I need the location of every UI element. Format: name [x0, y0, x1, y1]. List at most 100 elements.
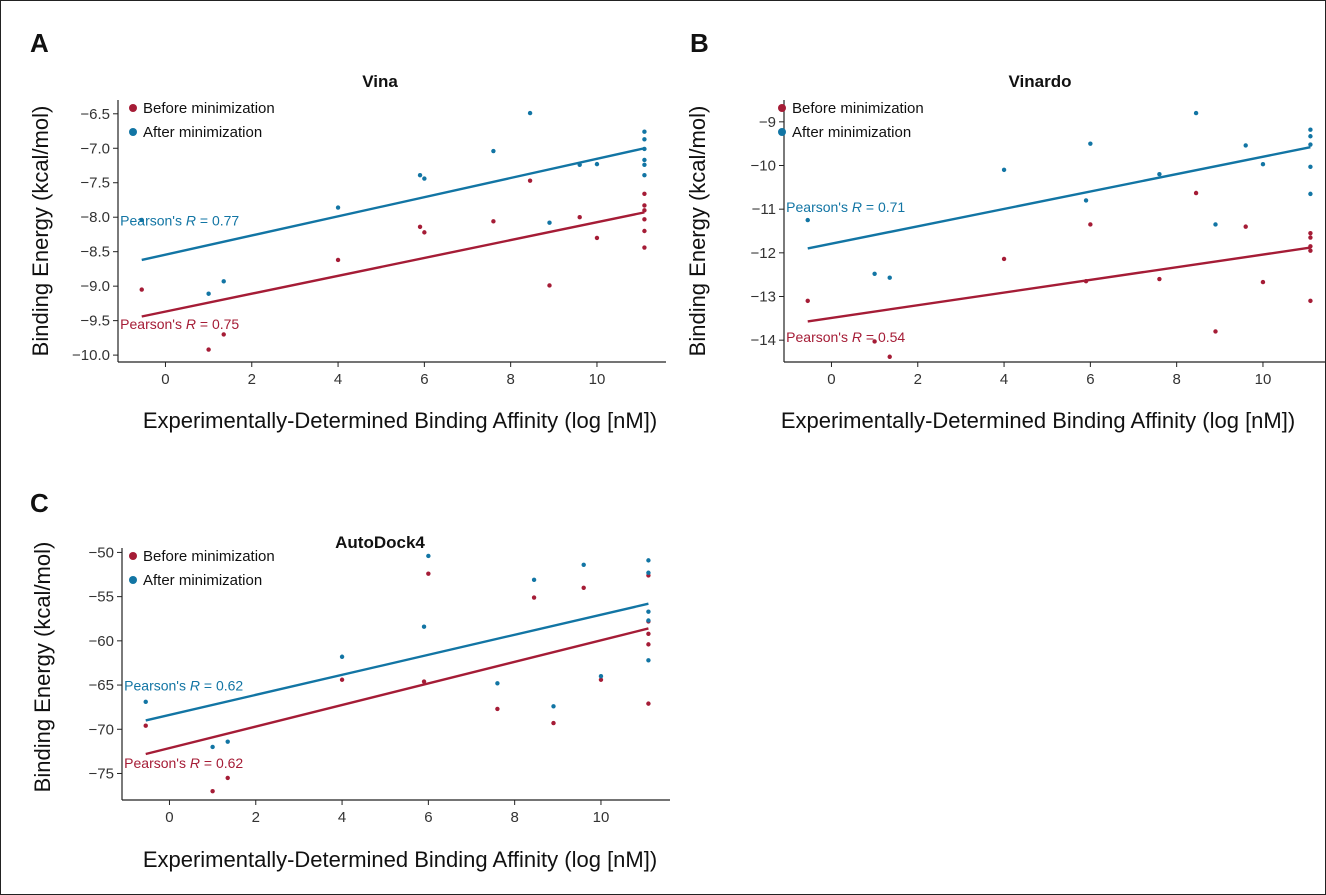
panel-b-after-point — [1308, 127, 1313, 132]
panel-a-after-point — [491, 148, 496, 154]
panel-b-before-point — [872, 339, 877, 344]
panel-c-before-point — [646, 701, 651, 706]
panel-a-y-tick-label: −8.0 — [80, 209, 110, 226]
panel-a-before-point — [577, 215, 582, 220]
panel-b-legend-before-label: Before minimization — [792, 100, 924, 117]
panel-b-after-point — [872, 271, 877, 276]
panel-a-before-point — [335, 257, 341, 263]
panel-a-before-point — [221, 332, 226, 337]
panel-a-before-point — [139, 287, 144, 292]
panel-c-y-tick-label: −75 — [89, 765, 114, 782]
panel-a-before-point — [491, 219, 496, 224]
panel-c-before-point — [210, 788, 215, 794]
panel-c-after-pearson-label: Pearson's R = 0.62 — [124, 677, 243, 693]
panel-b-before-point — [1088, 222, 1093, 227]
panel-c-after-point — [426, 553, 431, 559]
panel-c-before-fit-line — [145, 627, 649, 756]
panel-b-after-point — [805, 217, 810, 223]
panel-c-before-pearson-r: R — [190, 755, 200, 771]
panel-b-legend: Before minimization After minimization — [778, 100, 924, 141]
panel-c-y-tick-label: −50 — [89, 544, 114, 561]
panel-c-before-point — [421, 679, 427, 684]
panel-b-before-point — [805, 298, 810, 304]
panel-c-before-pearson-label: Pearson's R = 0.62 — [124, 755, 243, 771]
panel-c-x-axis-label: Experimentally-Determined Binding Affini… — [143, 847, 657, 872]
panel-b-y-tick-label: −11 — [752, 201, 776, 218]
panel-b-before-pearson-label: Pearson's R = 0.54 — [786, 329, 905, 345]
panel-c-x-tick-label: 10 — [593, 809, 610, 826]
panel-b-before-point — [1308, 230, 1313, 236]
panel-a-after-pearson-prefix: Pearson's — [120, 212, 186, 228]
panel-a-x-tick-label: 6 — [420, 371, 428, 388]
panel-c-legend-after-label: After minimization — [143, 572, 262, 589]
panel-a-after-point — [547, 220, 552, 225]
panel-b-legend-before-marker — [778, 104, 786, 112]
panel-c-letter: C — [30, 488, 49, 518]
panel-a: A Vina −6.5 −7.0 −7.5 −8.0 −8.5 −9.0 −9.5 −10.0 0 2… — [28, 28, 666, 433]
panel-a-after-point — [139, 217, 144, 223]
panel-c-y-tick-label: −65 — [89, 677, 114, 694]
panel-c-before-point — [646, 642, 651, 647]
panel-c-x-tick-label: 0 — [165, 809, 173, 826]
panel-c-before-point — [531, 595, 537, 600]
panel-c-after-point — [646, 618, 651, 623]
panel-c-before-point — [581, 585, 586, 590]
panel-a-legend-before-label: Before minimization — [143, 100, 275, 117]
panel-c-after-point — [646, 558, 651, 563]
panel-b-x-tick-label: 10 — [1255, 371, 1272, 388]
panel-c-before-point — [426, 571, 431, 576]
panel-b-legend-after-marker — [778, 128, 786, 136]
panel-b-y-tick-label: −10 — [751, 158, 776, 175]
panel-c-y-tick-label: −60 — [89, 633, 114, 650]
panel-a-before-point — [642, 203, 647, 208]
panel-c-after-point — [210, 744, 215, 750]
panel-a-after-point — [642, 162, 647, 168]
panel-b-y-tick-label: −9 — [759, 114, 776, 131]
panel-a-before-point — [527, 178, 533, 183]
panel-a-before-point — [642, 245, 647, 250]
panel-c-after-point — [581, 562, 586, 567]
panel-c-legend-before-marker — [129, 552, 137, 560]
panel-c-before-pearson-prefix: Pearson's — [124, 755, 190, 771]
panel-b-x-tick-label: 6 — [1086, 371, 1094, 388]
panel-b-before-point — [1308, 298, 1313, 304]
panel-a-after-point — [577, 162, 582, 168]
panel-c-after-point — [646, 570, 651, 575]
panel-b-y-tick-label: −12 — [751, 245, 776, 262]
panel-c-after-point — [225, 739, 230, 744]
panel-c-after-point — [646, 658, 651, 663]
panel-c-before-point — [225, 775, 230, 781]
panel-a-x-tick-label: 0 — [161, 371, 169, 388]
panel-a-after-point — [642, 129, 647, 134]
panel-a-y-tick-label: −7.0 — [80, 140, 110, 157]
panel-b-y-tick-label: −13 — [751, 289, 776, 306]
panel-b-legend-after-label: After minimization — [792, 124, 911, 141]
panel-a-y-axis-label: Binding Energy (kcal/mol) — [28, 106, 53, 357]
panel-c-legend-before-label: Before minimization — [143, 548, 275, 565]
panel-b-before-point — [1308, 248, 1313, 253]
panel-c-legend-after-marker — [129, 576, 137, 584]
panel-a-legend-after-label: After minimization — [143, 124, 262, 141]
panel-b-after-point — [1243, 143, 1248, 148]
panel-a-before-point — [594, 235, 600, 241]
panel-b-before-point — [1260, 279, 1266, 285]
panel-a-y-tick-label: −8.5 — [80, 244, 110, 261]
panel-c-y-axis-label: Binding Energy (kcal/mol) — [30, 542, 55, 793]
panel-b-y-axis-label: Binding Energy (kcal/mol) — [685, 106, 710, 357]
panel-b-x-tick-label: 8 — [1172, 371, 1180, 388]
panel-b-before-fit-line — [807, 246, 1311, 323]
panel-a-before-pearson-label: Pearson's R = 0.75 — [120, 316, 239, 332]
panel-b-after-point — [1083, 198, 1089, 203]
panel-b-before-point — [1193, 190, 1199, 196]
panel-c-after-point — [551, 704, 556, 709]
panel-a-before-point — [642, 208, 647, 213]
panel-b-after-point — [1308, 191, 1313, 197]
panel-b-before-point — [1243, 224, 1248, 229]
panel-a-x-tick-label: 8 — [506, 371, 514, 388]
panel-b-after-point — [1308, 142, 1313, 147]
panel-b-after-point — [1088, 141, 1093, 146]
panel-c-after-point — [531, 577, 537, 583]
panel-b: B Vinardo −9 −10 −11 −12 −13 −14 0 2 4 6 8 10 Experime… — [685, 28, 1326, 433]
panel-c-after-pearson-r: R — [190, 677, 200, 693]
panel-c-before-point — [551, 720, 556, 726]
